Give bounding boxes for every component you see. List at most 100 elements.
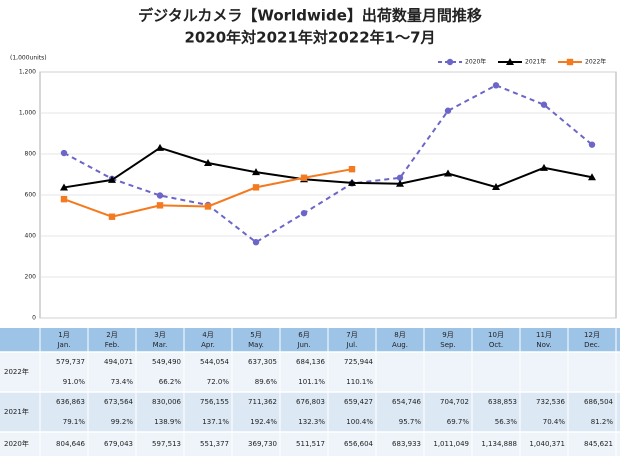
data-point [60, 149, 68, 157]
table-value: 830,006 [152, 398, 181, 406]
table-value: 659,427 [344, 398, 373, 406]
series-line [63, 84, 593, 244]
legend-label: 2022年 [585, 58, 606, 66]
table-ratio: 89.6% [255, 378, 278, 386]
data-point [396, 179, 404, 187]
header-month-en: Nov. [536, 341, 551, 349]
table-value: 1,011,049 [433, 440, 469, 448]
header-month: 11月 [536, 331, 552, 339]
data-point [204, 203, 212, 210]
header-month-en: Jan. [56, 341, 70, 349]
header-month: 12月 [584, 331, 600, 339]
chart-subtitle: 2020年対2021年対2022年1～7月 [184, 29, 435, 47]
legend-marker [566, 58, 574, 66]
table-ratio: 132.3% [298, 418, 325, 426]
table-value: 711,362 [248, 398, 277, 406]
data-point [108, 175, 116, 183]
table-ratio: 91.0% [63, 378, 86, 386]
y-tick-label: 1,200 [19, 69, 36, 76]
table-value: 549,490 [152, 358, 181, 366]
data-point [252, 168, 260, 176]
y-tick-label: 400 [25, 233, 37, 240]
data-point [156, 192, 164, 199]
data-point [540, 101, 548, 108]
header-month-en: Feb. [105, 341, 120, 349]
data-point [156, 202, 164, 209]
header-month-en: Aug. [392, 341, 408, 349]
header-month-en: Jul. [346, 341, 358, 349]
header-month: 1月 [58, 331, 69, 339]
table-ratio: 137.1% [202, 418, 229, 426]
data-point [540, 163, 548, 171]
series-line [63, 146, 593, 189]
data-point [588, 173, 596, 181]
table-ratio: 192.4% [250, 418, 277, 426]
header-month: 10月 [488, 331, 504, 339]
y-tick-label: 800 [25, 151, 37, 158]
table-ratio: 95.7% [399, 418, 422, 426]
table-value: 551,377 [200, 440, 229, 448]
data-point [252, 184, 260, 191]
table-value: 544,054 [200, 358, 229, 366]
header-month-en: Mar. [153, 341, 168, 349]
header-month-en: Dec. [584, 341, 600, 349]
table-value: 686,504 [584, 398, 613, 406]
header-month-en: Sep. [440, 341, 455, 349]
table-value: 656,604 [344, 440, 373, 448]
header-month: 5月 [250, 331, 261, 339]
table-ratio: 81.2% [591, 418, 614, 426]
table-value: 725,944 [344, 358, 373, 366]
table-ratio: 70.4% [543, 418, 566, 426]
data-point [60, 195, 68, 203]
table-ratio: 69.7% [447, 418, 470, 426]
y-tick-label: 600 [25, 192, 37, 199]
header-month-en: Apr. [201, 341, 215, 349]
table-value: 679,043 [104, 440, 133, 448]
legend-label: 2021年 [525, 58, 546, 66]
table-value: 845,621 [584, 440, 613, 448]
data-point [492, 183, 500, 191]
table-value: 676,803 [296, 398, 325, 406]
table-value: 683,933 [392, 440, 421, 448]
row-label: 2020年 [4, 439, 29, 448]
table-ratio: 99.2% [111, 418, 134, 426]
legend-label: 2020年 [465, 58, 486, 66]
table-ratio: 101.1% [298, 378, 325, 386]
y-tick-label: 200 [25, 274, 37, 281]
table-value: 804,646 [56, 440, 85, 448]
table-header-bg [0, 328, 620, 352]
legend-marker [506, 58, 514, 65]
data-point [60, 183, 68, 191]
header-month: 2月 [106, 331, 117, 339]
table-ratio: 73.4% [111, 378, 134, 386]
table-value: 369,730 [248, 440, 277, 448]
table-ratio: 66.2% [159, 378, 182, 386]
header-month: 7月 [346, 331, 357, 339]
table-value: 756,155 [200, 398, 229, 406]
table-value: 673,564 [104, 398, 133, 406]
table-value: 1,040,371 [529, 440, 565, 448]
table-ratio: 100.4% [346, 418, 373, 426]
table-value: 684,136 [296, 358, 325, 366]
table-value: 654,746 [392, 398, 421, 406]
header-month: 6月 [298, 331, 309, 339]
table-value: 1,134,888 [481, 440, 517, 448]
header-month: 9月 [442, 331, 453, 339]
data-point [204, 158, 212, 166]
data-point [300, 174, 308, 181]
table-value: 494,071 [104, 358, 133, 366]
table-value: 638,853 [488, 398, 517, 406]
data-point [252, 239, 260, 246]
header-month-en: Oct. [489, 341, 503, 349]
table-value: 511,517 [296, 440, 325, 448]
data-point [588, 141, 596, 148]
table-row-bg [0, 432, 620, 456]
data-point [444, 169, 452, 177]
row-label: 2021年 [4, 407, 29, 416]
table-ratio: 72.0% [207, 378, 230, 386]
table-ratio: 79.1% [63, 418, 86, 426]
y-tick-label: 1,000 [19, 110, 36, 117]
table-row-bg [0, 352, 620, 392]
data-point [492, 82, 500, 89]
header-month: 3月 [154, 331, 165, 339]
